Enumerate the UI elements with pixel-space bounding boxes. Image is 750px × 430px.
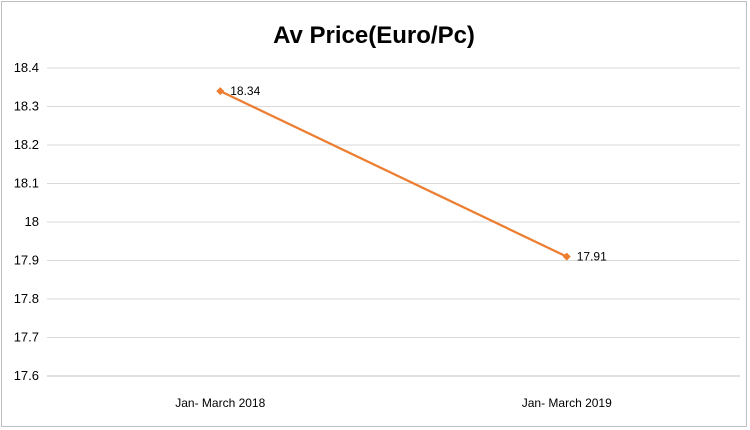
x-category-label: Jan- March 2019 [522,396,612,410]
y-tick-label: 18.1 [14,176,39,191]
y-tick-label: 17.7 [14,330,39,345]
y-tick-label: 18.4 [14,60,39,75]
series-line-group [216,87,571,261]
y-tick-label: 17.8 [14,291,39,306]
data-label: 18.34 [230,84,260,98]
x-category-label: Jan- March 2018 [175,396,265,410]
y-tick-label: 18.3 [14,99,39,114]
y-tick-label: 17.9 [14,253,39,268]
gridlines [47,67,740,377]
y-tick-label: 18 [25,214,39,229]
data-labels: 18.34 17.91 [230,84,607,264]
data-point-marker [562,252,571,261]
data-point-marker [216,87,225,96]
y-tick-label: 17.6 [14,368,39,383]
y-tick-label: 18.2 [14,137,39,152]
data-label: 17.91 [577,250,607,264]
chart-title: Av Price(Euro/Pc) [273,22,475,49]
x-axis-category-labels: Jan- March 2018 Jan- March 2019 [175,396,612,410]
series-line [219,90,568,258]
y-axis-tick-labels: 17.6 17.7 17.8 17.9 18 18.1 18.2 18.3 18.4 [14,60,39,383]
